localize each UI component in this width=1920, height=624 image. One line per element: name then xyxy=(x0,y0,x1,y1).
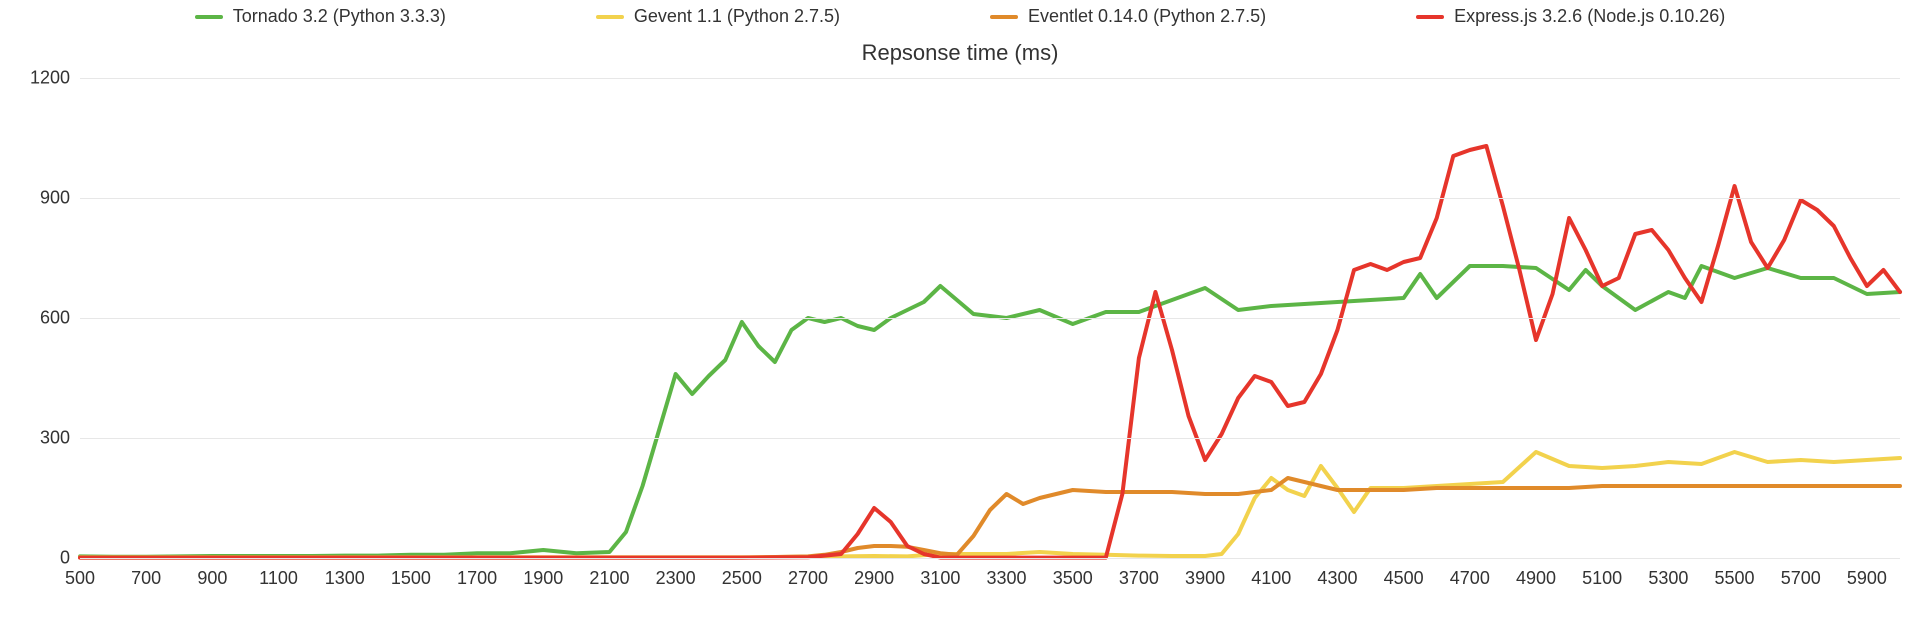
legend-item-gevent: Gevent 1.1 (Python 2.7.5) xyxy=(596,6,840,27)
x-tick-label: 4100 xyxy=(1251,568,1291,589)
x-tick-label: 4900 xyxy=(1516,568,1556,589)
x-tick-label: 1700 xyxy=(457,568,497,589)
legend-swatch xyxy=(195,15,223,19)
x-tick-label: 700 xyxy=(131,568,161,589)
x-tick-label: 4700 xyxy=(1450,568,1490,589)
y-tick-label: 1200 xyxy=(20,68,70,89)
response-time-chart: Tornado 3.2 (Python 3.3.3) Gevent 1.1 (P… xyxy=(0,0,1920,624)
series-line xyxy=(80,478,1900,558)
gridline xyxy=(80,198,1900,199)
x-tick-label: 5700 xyxy=(1781,568,1821,589)
legend-swatch xyxy=(596,15,624,19)
x-tick-label: 5900 xyxy=(1847,568,1887,589)
gridline xyxy=(80,558,1900,559)
legend-label: Express.js 3.2.6 (Node.js 0.10.26) xyxy=(1454,6,1725,27)
x-tick-label: 2500 xyxy=(722,568,762,589)
x-tick-label: 5100 xyxy=(1582,568,1622,589)
series-line xyxy=(80,146,1900,558)
x-tick-label: 4500 xyxy=(1384,568,1424,589)
y-tick-label: 900 xyxy=(20,188,70,209)
x-tick-label: 1100 xyxy=(259,568,298,589)
gridline xyxy=(80,318,1900,319)
x-tick-label: 2100 xyxy=(589,568,629,589)
legend-label: Tornado 3.2 (Python 3.3.3) xyxy=(233,6,446,27)
x-tick-label: 2700 xyxy=(788,568,828,589)
y-tick-label: 0 xyxy=(20,548,70,569)
x-tick-label: 3700 xyxy=(1119,568,1159,589)
y-tick-label: 300 xyxy=(20,428,70,449)
chart-title: Repsonse time (ms) xyxy=(0,40,1920,66)
legend-item-eventlet: Eventlet 0.14.0 (Python 2.7.5) xyxy=(990,6,1266,27)
x-tick-label: 4300 xyxy=(1317,568,1357,589)
x-tick-label: 1300 xyxy=(325,568,365,589)
gridline xyxy=(80,438,1900,439)
x-tick-label: 3100 xyxy=(920,568,960,589)
x-tick-label: 1500 xyxy=(391,568,431,589)
x-tick-label: 2900 xyxy=(854,568,894,589)
x-tick-label: 500 xyxy=(65,568,95,589)
legend-swatch xyxy=(1416,15,1444,19)
legend-item-express: Express.js 3.2.6 (Node.js 0.10.26) xyxy=(1416,6,1725,27)
legend-swatch xyxy=(990,15,1018,19)
x-tick-label: 1900 xyxy=(523,568,563,589)
legend-label: Gevent 1.1 (Python 2.7.5) xyxy=(634,6,840,27)
x-tick-label: 3500 xyxy=(1053,568,1093,589)
x-tick-label: 5500 xyxy=(1715,568,1755,589)
x-tick-label: 900 xyxy=(197,568,227,589)
legend-item-tornado: Tornado 3.2 (Python 3.3.3) xyxy=(195,6,446,27)
x-tick-label: 5300 xyxy=(1648,568,1688,589)
x-tick-label: 2300 xyxy=(656,568,696,589)
x-tick-label: 3300 xyxy=(987,568,1027,589)
legend-label: Eventlet 0.14.0 (Python 2.7.5) xyxy=(1028,6,1266,27)
x-tick-label: 3900 xyxy=(1185,568,1225,589)
legend: Tornado 3.2 (Python 3.3.3) Gevent 1.1 (P… xyxy=(0,6,1920,27)
plot-area: 0300600900120050070090011001300150017001… xyxy=(80,78,1900,558)
y-tick-label: 600 xyxy=(20,308,70,329)
series-line xyxy=(80,452,1900,557)
gridline xyxy=(80,78,1900,79)
